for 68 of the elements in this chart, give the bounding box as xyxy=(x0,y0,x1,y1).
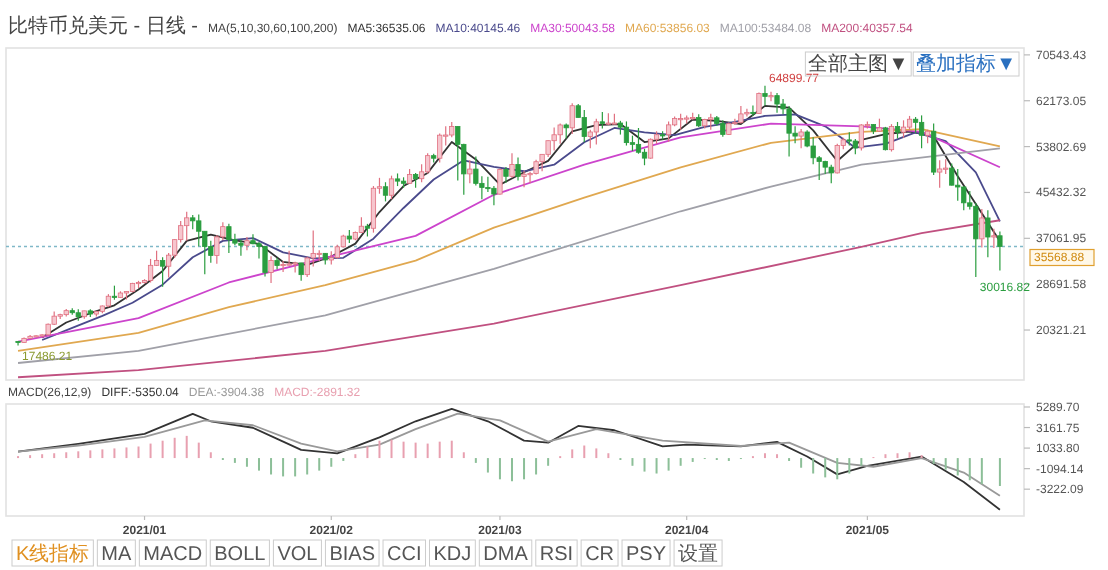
text: DMA xyxy=(483,544,529,566)
candlestick xyxy=(382,181,389,202)
text: BIAS xyxy=(329,544,376,566)
candlestick xyxy=(515,156,521,182)
line-series xyxy=(17,407,1001,511)
candlestick xyxy=(828,164,834,184)
candlestick xyxy=(888,123,895,153)
candlestick xyxy=(147,258,154,284)
candlestick xyxy=(298,262,304,282)
candlestick xyxy=(286,250,292,267)
candlestick xyxy=(425,152,431,175)
candlestick xyxy=(455,125,461,182)
candlestick xyxy=(437,132,443,164)
chart-title: 比特币兑美元 - 日线 - xyxy=(8,14,198,38)
text: BOLL xyxy=(214,544,267,566)
candlestick xyxy=(593,118,599,146)
candlestick xyxy=(647,137,654,160)
candlestick xyxy=(370,185,377,234)
candlestick xyxy=(623,120,630,147)
candlestick xyxy=(509,152,515,179)
candlestick xyxy=(551,126,557,152)
candlestick xyxy=(280,260,286,273)
candlestick xyxy=(497,167,503,196)
candlestick xyxy=(184,211,190,242)
candlestick xyxy=(226,223,232,254)
text: KDJ xyxy=(433,544,472,566)
candlestick xyxy=(834,143,840,175)
candlestick xyxy=(268,255,274,284)
candlestick xyxy=(798,128,804,149)
candlestick xyxy=(666,120,672,143)
candlestick xyxy=(238,239,244,257)
candlestick xyxy=(979,208,985,249)
candlestick xyxy=(931,123,937,176)
candlestick xyxy=(491,185,497,206)
text: PSY xyxy=(626,544,667,566)
candlestick xyxy=(774,92,780,114)
candlestick xyxy=(937,159,943,189)
candlestick xyxy=(756,91,762,115)
candlestick xyxy=(858,123,864,152)
candlestick xyxy=(997,230,1003,272)
text: CCI xyxy=(387,544,422,566)
annotation: 全部主图▼ xyxy=(808,52,909,76)
line-series xyxy=(17,412,1001,497)
candlestick xyxy=(262,245,268,278)
text: K线指标 xyxy=(16,542,90,566)
candlestick xyxy=(160,256,166,288)
candlestick xyxy=(196,213,202,247)
text: MACD xyxy=(143,544,203,566)
candlestick xyxy=(310,229,316,268)
candlestick xyxy=(919,114,925,149)
candlestick xyxy=(762,85,768,107)
candlestick xyxy=(768,91,774,102)
text: MA xyxy=(101,544,132,566)
candlestick xyxy=(786,105,792,158)
text: VOL xyxy=(277,544,319,566)
text: CR xyxy=(585,544,615,566)
candlestick xyxy=(991,228,997,249)
text: RSI xyxy=(539,544,574,566)
candlestick xyxy=(985,209,991,258)
text: 设置 xyxy=(678,542,719,566)
candlestick xyxy=(750,104,756,117)
candlestick xyxy=(569,102,575,135)
candlestick xyxy=(521,170,527,188)
candlestick xyxy=(388,175,395,200)
annotation: 叠加指标▼ xyxy=(916,52,1016,76)
candlestick xyxy=(467,159,473,184)
candlestick xyxy=(581,109,587,143)
candlestick xyxy=(955,168,961,202)
